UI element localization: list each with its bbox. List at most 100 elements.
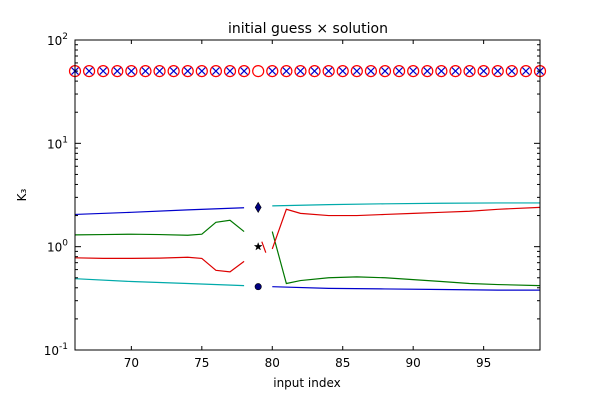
chart-title: initial guess × solution: [228, 21, 388, 37]
y-tick-label: 100: [47, 239, 68, 255]
solution-marker: [268, 67, 277, 76]
initial-guess-marker: [435, 65, 448, 78]
solution-marker: [127, 67, 136, 76]
y-tick-base: 10: [47, 137, 62, 151]
x-axis-label: input index: [273, 376, 341, 390]
series-line-0-0: [74, 207, 245, 216]
plot-frame: [74, 39, 541, 351]
x-tick-label: 85: [335, 356, 350, 370]
initial-guess-marker: [322, 65, 335, 78]
solution-marker: [338, 67, 347, 76]
solution-marker: [437, 67, 446, 76]
series-line-1-1: [272, 202, 540, 207]
x-tick-label: 75: [194, 356, 209, 370]
solution-marker: [366, 67, 375, 76]
series-line-2-0: [74, 219, 245, 236]
y-tick-label: 102: [47, 32, 68, 48]
solution-marker: [479, 67, 488, 76]
initial-guess-marker: [449, 65, 462, 78]
initial-guess-marker: [378, 65, 392, 78]
y-tick-exponent: 0: [62, 239, 68, 249]
star-point: [253, 242, 263, 251]
x-tick-label: 80: [265, 356, 280, 370]
initial-guess-marker: [336, 65, 349, 78]
y-tick-label: 101: [47, 135, 68, 151]
solution-marker: [240, 67, 249, 76]
solution-marker: [324, 67, 333, 76]
solution-marker: [211, 67, 220, 76]
solution-marker: [141, 67, 150, 76]
initial-guess-marker: [364, 65, 378, 78]
initial-guess-marker: [97, 65, 110, 78]
solution-marker: [451, 67, 460, 76]
solution-marker: [381, 67, 389, 76]
solution-marker: [113, 67, 122, 76]
plot-area: [68, 65, 547, 291]
y-tick-base: 10: [44, 344, 59, 358]
initial-guess-marker: [280, 65, 293, 78]
series-line-3-0: [74, 256, 245, 273]
initial-guess-marker: [223, 65, 237, 78]
solution-marker: [169, 67, 178, 76]
initial-guess-marker: [519, 65, 533, 78]
x-tick-label: 70: [124, 356, 139, 370]
discontinuity-mark: [261, 241, 267, 253]
solution-marker: [493, 67, 502, 76]
initial-guess-marker: [139, 65, 152, 78]
initial-guess-marker: [181, 65, 194, 78]
series-line-2-1: [271, 231, 541, 287]
initial-guess-marker: [407, 65, 420, 78]
initial-guess-marker: [477, 65, 490, 78]
solution-marker: [310, 67, 319, 76]
initial-guess-marker: [308, 65, 321, 78]
solution-marker: [183, 67, 192, 76]
y-tick-base: 10: [47, 241, 62, 255]
initial-guess-marker: [252, 65, 265, 78]
initial-guess-marker: [153, 65, 166, 78]
solution-marker: [465, 67, 474, 76]
solution-marker: [155, 67, 164, 76]
initial-guess-marker: [505, 65, 518, 78]
solution-marker: [409, 67, 418, 76]
series-line-1-0: [74, 278, 245, 287]
initial-guess-marker: [350, 65, 363, 78]
y-tick-label: 10-1: [44, 342, 68, 358]
y-tick-exponent: 2: [62, 32, 68, 42]
x-tick-label: 90: [406, 356, 421, 370]
y-tick-exponent: -1: [59, 342, 68, 352]
y-axis-label: K₃: [15, 188, 29, 201]
initial-guess-marker: [209, 65, 223, 78]
initial-guess-marker: [195, 65, 208, 78]
solution-marker: [395, 67, 404, 76]
initial-guess-marker: [463, 65, 476, 78]
initial-guess-marker: [266, 65, 279, 78]
solution-marker: [197, 67, 206, 76]
solution-marker: [226, 67, 234, 76]
solution-marker: [85, 67, 94, 76]
initial-guess-marker: [111, 65, 124, 78]
solution-marker: [296, 67, 305, 76]
initial-guess-marker: [125, 65, 138, 78]
initial-guess-marker: [237, 65, 251, 78]
solution-marker: [521, 67, 530, 76]
initial-guess-marker: [392, 65, 406, 78]
x-tick-label: 95: [476, 356, 491, 370]
initial-guess-marker: [491, 65, 504, 78]
initial-guess-marker: [421, 65, 434, 78]
initial-guess-marker: [82, 65, 96, 78]
circle-point: [254, 283, 262, 291]
y-tick-exponent: 1: [62, 135, 68, 145]
solution-marker: [282, 67, 291, 76]
series-line-0-1: [272, 286, 540, 291]
initial-guess-marker: [294, 65, 307, 78]
solution-marker: [99, 67, 108, 76]
solution-marker: [423, 67, 432, 76]
initial-guess-marker: [167, 65, 180, 78]
solution-marker: [507, 67, 516, 76]
diamond-point: [254, 201, 262, 213]
series-line-3-1: [271, 206, 541, 250]
solution-marker: [352, 67, 361, 76]
y-tick-base: 10: [47, 34, 62, 48]
